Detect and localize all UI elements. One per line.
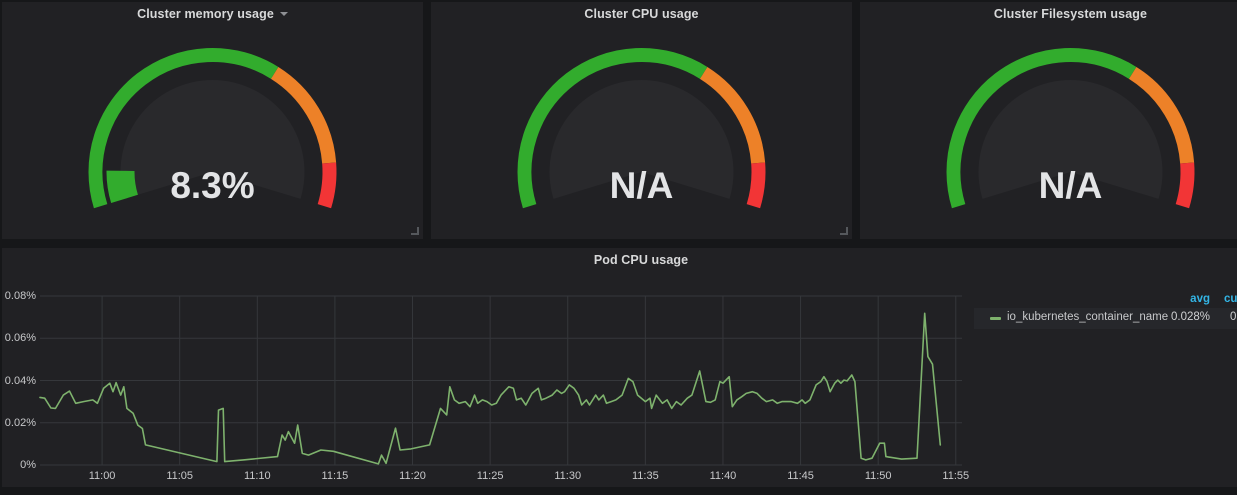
cpu-gauge [517,48,766,209]
pod-cpu-chart[interactable] [2,248,1237,487]
panel-title-text: Cluster CPU usage [584,7,699,21]
panel-title-cluster-memory[interactable]: Cluster memory usage [2,7,423,25]
y-axis-tick-label: 0.08% [4,290,36,302]
panel-resize-handle[interactable] [840,227,848,235]
panel-title-pod-cpu[interactable]: Pod CPU usage [2,253,1237,271]
legend-avg-value: 0.028% [1170,311,1210,323]
legend-header-avg[interactable]: avg [1190,293,1210,305]
x-axis-tick-label: 11:50 [864,470,892,482]
gauge-value: N/A [609,165,674,206]
x-axis-tick-label: 11:10 [243,470,271,482]
chart-legend: avg current io_kubernetes_container_name… [969,292,1237,334]
x-axis-tick-label: 11:55 [942,470,970,482]
panel-title-cluster-cpu[interactable]: Cluster CPU usage [431,7,852,25]
panel-resize-handle[interactable] [411,227,419,235]
filesystem-gauge [946,48,1195,209]
panel-cluster-memory-usage: Cluster memory usage 8.3% [2,2,423,239]
panel-cluster-cpu-usage: Cluster CPU usage N/A [431,2,852,239]
legend-series-label[interactable]: io_kubernetes_container_name [1007,311,1169,323]
memory-gauge [88,48,337,209]
panel-cluster-filesystem-usage: Cluster Filesystem usage N/A [860,2,1237,239]
chevron-down-icon[interactable] [279,11,288,16]
x-axis-tick-label: 11:35 [631,470,659,482]
x-axis-tick-label: 11:00 [88,470,116,482]
legend-current-value: 0. [1230,311,1237,323]
gauge-value: N/A [1038,165,1103,206]
gauge-value: 8.3% [170,165,255,206]
series-color-swatch[interactable] [990,317,1001,320]
y-axis-tick-label: 0.04% [4,374,36,387]
panel-pod-cpu-usage: Pod CPU usage 0% 0.02% 0.04% 0.06% 0.08% 11:0… [2,248,1237,487]
x-axis-tick-label: 11:15 [321,470,349,482]
x-axis-tick-label: 11:25 [476,470,504,482]
panel-title-text: Pod CPU usage [593,253,689,267]
panel-title-text: Cluster memory usage [137,7,274,21]
y-axis-tick-label: 0.02% [4,416,36,429]
y-axis-tick-label: 0% [20,459,36,471]
panel-title-text: Cluster Filesystem usage [993,7,1148,21]
x-axis-tick-label: 11:05 [166,470,194,482]
x-axis-tick-label: 11:20 [399,470,426,482]
x-axis-tick-label: 11:45 [787,470,814,482]
y-axis-tick-label: 0.06% [4,332,36,345]
legend-row[interactable] [974,308,1237,329]
x-axis-tick-label: 11:30 [554,470,582,482]
legend-header-current[interactable]: current [1224,293,1237,305]
x-axis-tick-label: 11:40 [709,470,737,482]
panel-title-cluster-filesystem[interactable]: Cluster Filesystem usage [860,7,1237,25]
